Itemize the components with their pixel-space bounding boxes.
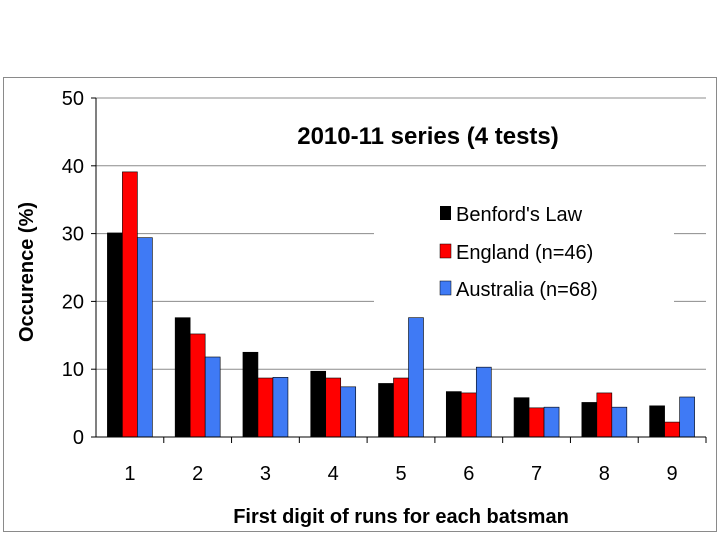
legend-swatch-benford <box>440 206 451 220</box>
x-tick-labels: 1 2 3 4 5 6 7 8 9 <box>124 437 707 485</box>
bar-australia-n-68-6 <box>475 366 492 438</box>
y-tick-label: 40 <box>62 156 84 178</box>
legend: Benford's Law England (n=46) Australia (… <box>374 196 674 302</box>
bar-england-n-46-3 <box>257 377 274 438</box>
bar-benford-s-law-4 <box>310 370 327 438</box>
bar-benford-s-law-2 <box>174 317 191 438</box>
legend-background <box>374 196 674 302</box>
legend-swatch-england <box>439 243 452 259</box>
bar-australia-n-68-1 <box>137 237 153 438</box>
bar-benford-s-law-6 <box>445 391 462 438</box>
bar-australia-n-68-9 <box>679 396 695 438</box>
bar-australia-n-68-3 <box>272 377 289 438</box>
legend-label-england: England (n=46) <box>456 242 593 264</box>
bar-australia-n-68-4 <box>340 386 357 438</box>
bar-england-n-46-6 <box>460 392 477 438</box>
bar-australia-n-68-7 <box>543 406 560 438</box>
x-tick-label: 1 <box>124 463 135 485</box>
bar-benford-s-law-9 <box>649 405 665 438</box>
y-tick-label: 50 <box>62 88 84 110</box>
x-axis-title: First digit of runs for each batsman <box>233 506 569 528</box>
bar-england-n-46-2 <box>189 333 206 438</box>
x-tick-label: 4 <box>328 463 339 485</box>
bar-australia-n-68-5 <box>408 317 424 438</box>
legend-swatch-australia <box>439 280 452 296</box>
y-tick-labels: 0 10 20 30 40 50 <box>62 88 96 449</box>
bar-australia-n-68-2 <box>204 356 221 438</box>
bar-england-n-46-4 <box>325 377 342 438</box>
bar-benford-s-law-1 <box>107 232 123 438</box>
bar-england-n-46-7 <box>528 407 545 438</box>
y-axis-title: Occurence (%) <box>16 202 38 342</box>
y-tick-label: 10 <box>62 359 84 381</box>
x-tick-label: 2 <box>192 463 203 485</box>
y-tick-label: 20 <box>62 291 84 313</box>
bar-benford-s-law-3 <box>242 351 259 438</box>
bars <box>107 171 695 438</box>
bar-england-n-46-8 <box>596 392 613 438</box>
bar-benford-s-law-5 <box>378 383 394 438</box>
axes <box>95 98 706 438</box>
bar-australia-n-68-8 <box>611 406 628 438</box>
bar-benford-s-law-7 <box>513 397 530 438</box>
y-tick-label: 0 <box>73 427 84 449</box>
legend-label-benford: Benford's Law <box>456 204 583 226</box>
x-tick-label: 8 <box>599 463 610 485</box>
x-tick-label: 3 <box>260 463 271 485</box>
bar-benford-s-law-8 <box>581 402 598 438</box>
x-tick-label: 9 <box>667 463 678 485</box>
legend-label-australia: Australia (n=68) <box>456 279 598 301</box>
x-tick-label: 7 <box>531 463 542 485</box>
chart-title: 2010-11 series (4 tests) <box>297 123 559 150</box>
x-tick-label: 5 <box>395 463 406 485</box>
bar-england-n-46-5 <box>393 377 409 438</box>
bar-england-n-46-1 <box>122 171 138 438</box>
y-tick-label: 30 <box>62 224 84 246</box>
x-tick-label: 6 <box>463 463 474 485</box>
bar-england-n-46-9 <box>664 421 680 438</box>
